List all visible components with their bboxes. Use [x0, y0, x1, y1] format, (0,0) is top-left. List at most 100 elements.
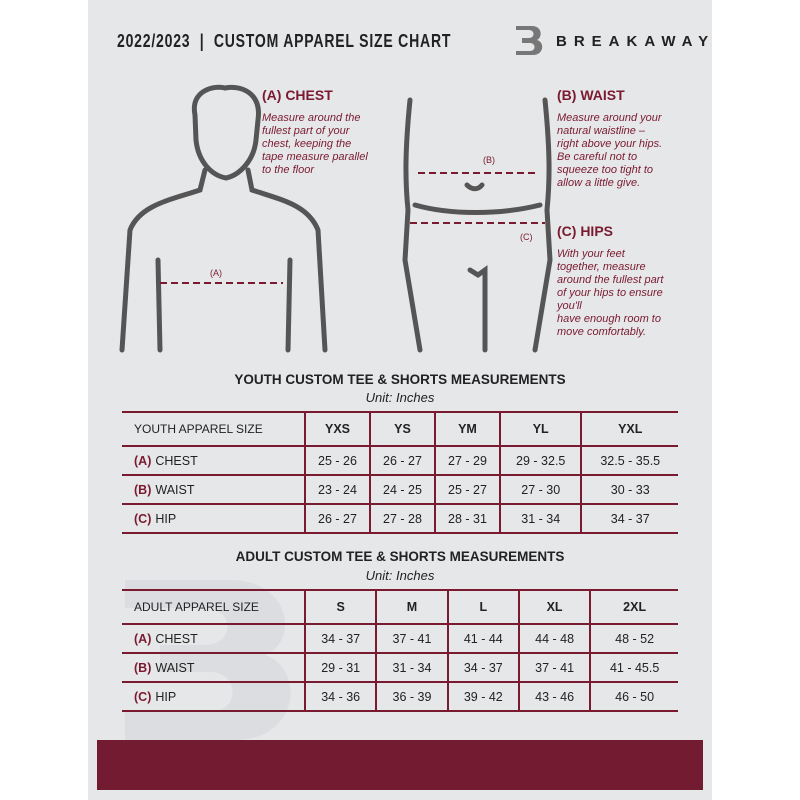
header-cell: ADULT APPAREL SIZE: [122, 589, 305, 624]
table-cell: 31 - 34: [375, 652, 448, 682]
row-tag: (B): [134, 482, 152, 497]
header-cell: YOUTH APPAREL SIZE: [122, 411, 305, 446]
row-name: HIP: [155, 689, 177, 704]
table-cell: 25 - 26: [304, 445, 370, 475]
desc-line: to the floor: [262, 164, 314, 176]
desc-line: natural waistline –: [557, 125, 646, 137]
row-tag: (B): [134, 660, 152, 675]
hip-marker: (C): [520, 232, 533, 242]
table-cell: 48 - 52: [589, 623, 678, 653]
table-row: (B) WAIST 23 - 24 24 - 25 25 - 27 27 - 30 30 -…: [122, 474, 678, 504]
adult-size-table: ADULT APPAREL SIZE S M L XL 2XL (A) CHEST 34 - 3…: [122, 589, 678, 712]
row-tag: (A): [134, 453, 152, 468]
table-row: (C) HIP 34 - 36 36 - 39 39 - 42 43 - 46 46 - 5…: [122, 681, 678, 712]
table-cell: 34 - 37: [446, 652, 519, 682]
desc-line: around the fullest part: [557, 274, 664, 286]
desc-line: Measure around the: [262, 112, 361, 124]
header-cell: YS: [368, 411, 435, 446]
header-cell: L: [446, 589, 519, 624]
row-name: WAIST: [155, 660, 195, 675]
table-cell: 37 - 41: [375, 623, 448, 653]
desc-line: have enough room to: [557, 313, 661, 325]
footer-band: [97, 740, 703, 790]
chest-marker: (A): [210, 268, 222, 278]
table-cell: 27 - 30: [498, 474, 582, 504]
row-tag: (A): [134, 631, 152, 646]
table-cell: 34 - 37: [580, 503, 678, 534]
table-cell: 46 - 50: [589, 681, 678, 712]
table-cell: 26 - 27: [368, 445, 435, 475]
row-name: CHEST: [155, 631, 198, 646]
table-cell: 24 - 25: [368, 474, 435, 504]
desc-line: tape measure parallel: [262, 151, 368, 163]
header-cell: M: [375, 589, 448, 624]
header-cell: S: [303, 589, 377, 624]
row-name: CHEST: [155, 453, 198, 468]
table-cell: 34 - 36: [303, 681, 377, 712]
row-label: (C) HIP: [122, 503, 305, 534]
table-cell: 28 - 31: [433, 503, 500, 534]
row-tag: (C): [134, 511, 152, 526]
row-tag: (C): [134, 689, 152, 704]
header-cell: YL: [498, 411, 582, 446]
table-cell: 36 - 39: [375, 681, 448, 712]
row-label: (B) WAIST: [122, 652, 305, 682]
brand-name: BREAKAWAY: [556, 33, 716, 50]
chest-heading: (A) CHEST: [262, 87, 333, 103]
table-cell: 43 - 46: [517, 681, 591, 712]
table-cell: 41 - 45.5: [589, 652, 678, 682]
table-cell: 27 - 29: [433, 445, 500, 475]
desc-line: allow a little give.: [557, 177, 641, 189]
table-cell: 37 - 41: [517, 652, 591, 682]
desc-line: you'll: [557, 300, 582, 312]
desc-line: Measure around your: [557, 112, 662, 124]
upper-body-figure: [119, 84, 328, 353]
table-row: (A) CHEST 34 - 37 37 - 41 41 - 44 44 - 48 48 -…: [122, 623, 678, 653]
row-label: (B) WAIST: [122, 474, 305, 504]
desc-line: right above your hips.: [557, 138, 663, 150]
hips-description: With your feet together, measure around th…: [557, 248, 663, 339]
header-cell: 2XL: [589, 589, 678, 624]
desc-line: chest, keeping the: [262, 138, 352, 150]
table-row: (C) HIP 26 - 27 27 - 28 28 - 31 31 - 34 34 - 3…: [122, 503, 678, 534]
header-cell: YM: [433, 411, 500, 446]
row-label: (C) HIP: [122, 681, 305, 712]
youth-size-table: YOUTH APPAREL SIZE YXS YS YM YL YXL (A) CHEST 25…: [122, 411, 678, 534]
table-cell: 30 - 33: [580, 474, 678, 504]
desc-line: fullest part of your: [262, 125, 350, 137]
lower-body-figure: [402, 97, 553, 353]
adult-section-title: ADULT CUSTOM TEE & SHORTS MEASUREMENTS: [235, 549, 565, 564]
table-cell: 25 - 27: [433, 474, 500, 504]
waist-marker: (B): [483, 155, 495, 165]
youth-unit: Unit: Inches: [365, 390, 435, 405]
waist-heading: (B) WAIST: [557, 87, 625, 103]
header-cell: XL: [517, 589, 591, 624]
table-cell: 27 - 28: [368, 503, 435, 534]
desc-line: Be careful not to: [557, 151, 638, 163]
table-header-row: ADULT APPAREL SIZE S M L XL 2XL: [122, 589, 678, 624]
desc-line: squeeze too tight to: [557, 164, 654, 176]
table-cell: 26 - 27: [304, 503, 370, 534]
table-cell: 31 - 34: [498, 503, 582, 534]
table-cell: 32.5 - 35.5: [580, 445, 678, 475]
row-label: (A) CHEST: [122, 623, 305, 653]
header-cell: YXS: [304, 411, 370, 446]
desc-line: of your hips to ensure: [557, 287, 663, 299]
row-label: (A) CHEST: [122, 445, 305, 475]
table-row: (B) WAIST 29 - 31 31 - 34 34 - 37 37 - 41 41 -…: [122, 652, 678, 682]
header-cell: YXL: [580, 411, 678, 446]
table-cell: 44 - 48: [517, 623, 591, 653]
table-row: (A) CHEST 25 - 26 26 - 27 27 - 29 29 - 32.5 32…: [122, 445, 678, 475]
table-header-row: YOUTH APPAREL SIZE YXS YS YM YL YXL: [122, 411, 678, 446]
row-name: WAIST: [155, 482, 195, 497]
table-cell: 23 - 24: [304, 474, 370, 504]
row-name: HIP: [155, 511, 177, 526]
page-title: 2022/2023 | CUSTOM APPAREL SIZE CHART: [117, 31, 452, 51]
table-cell: 41 - 44: [446, 623, 519, 653]
table-cell: 29 - 31: [303, 652, 377, 682]
desc-line: With your feet: [557, 248, 625, 260]
table-cell: 29 - 32.5: [498, 445, 582, 475]
hips-heading: (C) HIPS: [557, 223, 613, 239]
table-cell: 34 - 37: [303, 623, 377, 653]
desc-line: together, measure: [557, 261, 646, 273]
